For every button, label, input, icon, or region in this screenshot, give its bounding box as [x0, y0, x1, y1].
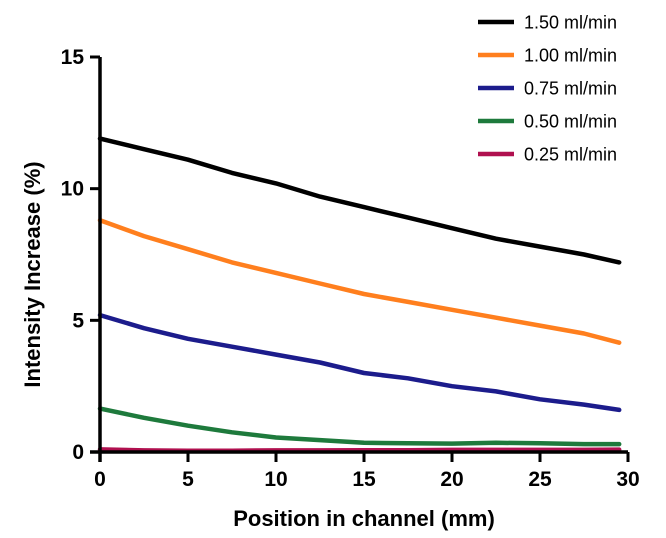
y-tick-label: 5 [72, 309, 84, 332]
y-tick-label: 0 [72, 441, 84, 464]
x-tick-label: 30 [616, 468, 639, 491]
legend-label: 0.25 ml/min [524, 145, 617, 165]
legend-item: 0.25 ml/min [478, 145, 617, 165]
legend-label: 1.50 ml/min [524, 13, 617, 33]
series-line [97, 136, 622, 265]
x-tick-label: 5 [182, 468, 194, 491]
series-line [97, 218, 622, 345]
legend-label: 1.00 ml/min [524, 46, 617, 66]
x-tick-label: 15 [352, 468, 376, 491]
y-tick-label: 15 [61, 46, 85, 69]
series-line [97, 312, 622, 413]
x-axis-title: Position in channel (mm) [233, 506, 495, 531]
legend-label: 0.75 ml/min [524, 79, 617, 99]
axes: 0 5 10 15 0 5 10 15 20 25 30 [61, 46, 640, 491]
legend-item: 0.50 ml/min [478, 112, 617, 132]
x-tick-label: 25 [528, 468, 552, 491]
plot-area [97, 136, 622, 453]
x-tick-label: 10 [264, 468, 287, 491]
legend: 1.50 ml/min 1.00 ml/min 0.75 ml/min 0.50 ml… [478, 13, 617, 165]
y-axis-title: Intensity Increase (%) [20, 161, 45, 387]
y-tick-label: 10 [61, 178, 84, 201]
legend-item: 1.00 ml/min [478, 46, 617, 66]
legend-item: 1.50 ml/min [478, 13, 617, 33]
x-tick-label: 0 [94, 468, 106, 491]
legend-label: 0.50 ml/min [524, 112, 617, 132]
series-line [97, 406, 622, 447]
legend-item: 0.75 ml/min [478, 79, 617, 99]
x-tick-label: 20 [440, 468, 463, 491]
